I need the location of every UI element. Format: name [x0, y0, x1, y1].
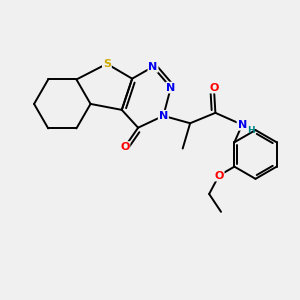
Text: O: O [214, 171, 224, 181]
Text: N: N [148, 62, 158, 72]
Text: O: O [120, 142, 129, 152]
Text: H: H [247, 126, 254, 135]
Text: N: N [238, 120, 247, 130]
Text: N: N [159, 111, 168, 121]
Text: O: O [209, 82, 219, 93]
Text: N: N [166, 82, 176, 93]
Text: S: S [103, 59, 111, 69]
